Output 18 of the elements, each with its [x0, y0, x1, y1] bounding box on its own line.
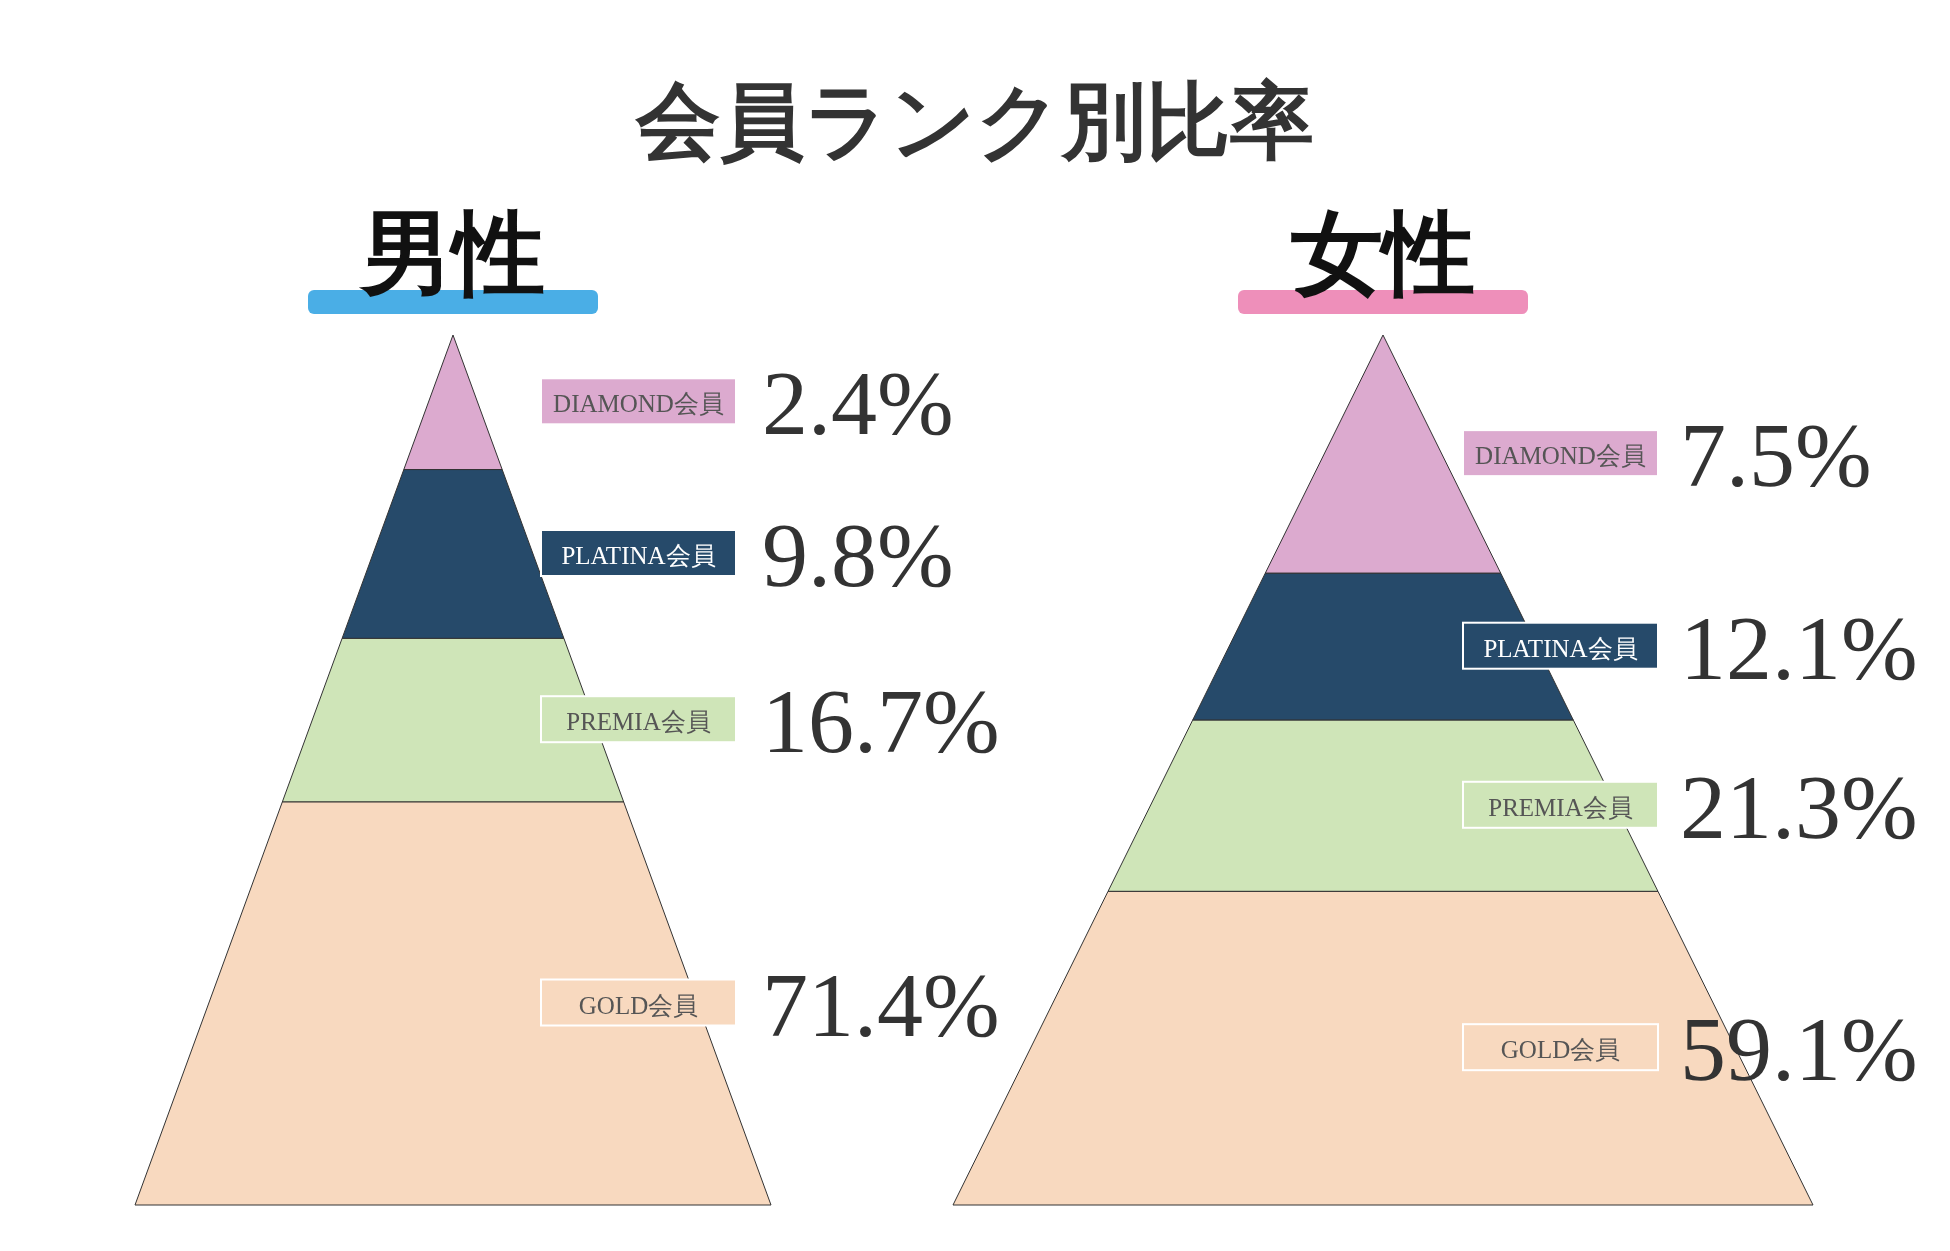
text: 男性 [358, 203, 545, 305]
data-label: 7.5% [1680, 404, 1872, 507]
category-label: PLATINA会員 [1483, 634, 1638, 662]
text: 女性 [1291, 203, 1475, 305]
data-label: 2.4% [762, 352, 954, 455]
data-label: 21.3% [1680, 755, 1918, 858]
text: 会員ランク別比率 [634, 74, 1314, 168]
category-label: PLATINA会員 [561, 542, 716, 569]
data-label: 12.1% [1680, 596, 1918, 699]
data-label: 9.8% [762, 504, 954, 606]
category-label: PREMIA会員 [1488, 793, 1633, 821]
category-label: GOLD会員 [1500, 1036, 1621, 1064]
category-label: GOLD会員 [578, 991, 699, 1019]
category-label: DIAMOND会員 [553, 390, 724, 418]
category-label: DIAMOND会員 [1475, 442, 1646, 470]
data-label: 16.7% [762, 670, 1000, 773]
category-label: PREMIA会員 [566, 708, 711, 736]
data-label: 71.4% [762, 953, 1000, 1056]
